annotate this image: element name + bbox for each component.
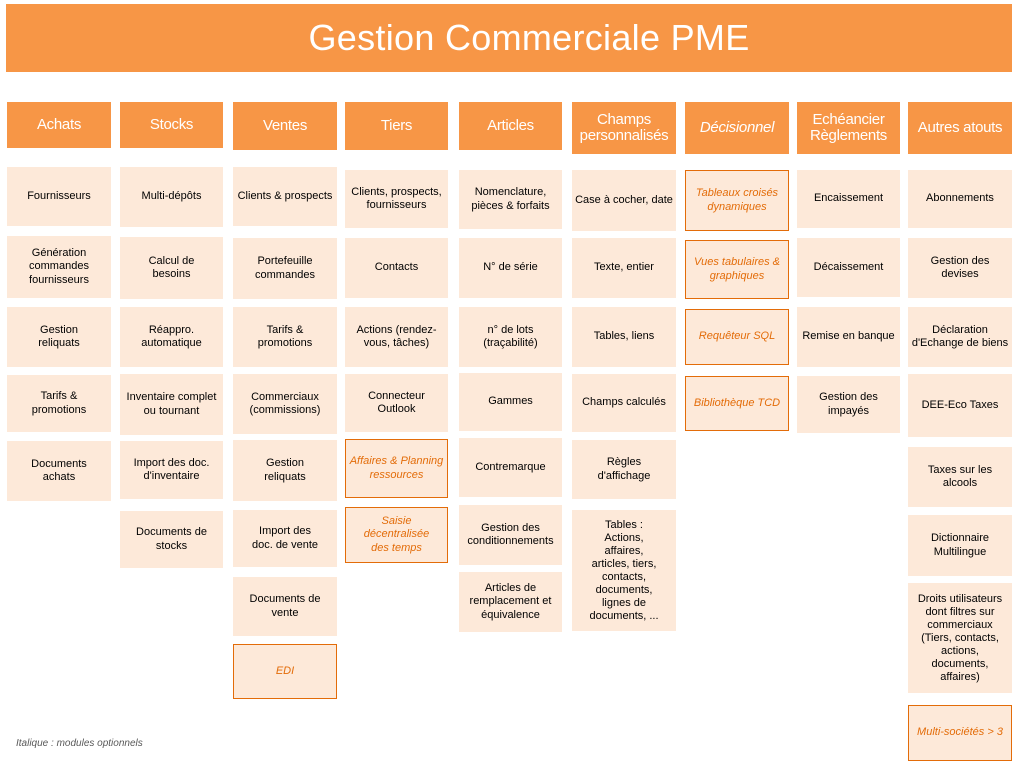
column-header-atouts: Autres atouts (908, 102, 1012, 154)
module-ventes-8-optional: EDI (233, 644, 337, 699)
module-ventes-4: Commerciaux (commissions) (233, 374, 337, 434)
module-ventes-3: Tarifs & promotions (233, 307, 337, 367)
module-tiers-1: Clients, prospects, fournisseurs (345, 170, 448, 228)
module-articles-6: Gestion des conditionnements (459, 505, 562, 565)
module-atouts-6: Dictionnaire Multilingue (908, 515, 1012, 576)
module-tiers-5-optional: Affaires & Planning ressources (345, 439, 448, 498)
module-echeancier-1: Encaissement (797, 170, 900, 228)
module-tiers-6-optional: Saisie décentralisée des temps (345, 507, 448, 563)
module-atouts-4: DEE-Eco Taxes (908, 374, 1012, 437)
page-title-banner: Gestion Commerciale PME (6, 4, 1012, 72)
module-echeancier-2: Décaissement (797, 238, 900, 297)
column-header-ventes: Ventes (233, 102, 337, 150)
optional-modules-footnote: Italique : modules optionnels (16, 738, 143, 749)
module-articles-5: Contremarque (459, 438, 562, 497)
module-champs-6: Tables : Actions, affaires, articles, ti… (572, 510, 676, 631)
module-atouts-2: Gestion des devises (908, 238, 1012, 298)
module-atouts-3: Déclaration d'Echange de biens (908, 307, 1012, 367)
column-header-achats: Achats (7, 102, 111, 148)
module-champs-1: Case à cocher, date (572, 170, 676, 231)
module-champs-4: Champs calculés (572, 374, 676, 432)
module-decisionnel-4-optional: Bibliothèque TCD (685, 376, 789, 431)
module-tiers-2: Contacts (345, 238, 448, 298)
module-stocks-6: Documents de stocks (120, 511, 223, 568)
module-stocks-2: Calcul de besoins (120, 237, 223, 299)
module-achats-1: Fournisseurs (7, 167, 111, 226)
module-echeancier-3: Remise en banque (797, 307, 900, 367)
module-champs-3: Tables, liens (572, 307, 676, 367)
module-articles-1: Nomenclature, pièces & forfaits (459, 170, 562, 229)
module-atouts-7: Droits utilisateurs dont filtres sur com… (908, 583, 1012, 693)
module-achats-5: Documents achats (7, 441, 111, 501)
module-articles-7: Articles de remplacement et équivalence (459, 572, 562, 632)
module-ventes-1: Clients & prospects (233, 167, 337, 226)
module-ventes-2: Portefeuille commandes (233, 238, 337, 299)
module-tiers-3: Actions (rendez- vous, tâches) (345, 307, 448, 367)
module-atouts-8-optional: Multi-sociétés > 3 (908, 705, 1012, 761)
module-stocks-1: Multi-dépôts (120, 167, 223, 227)
column-header-tiers: Tiers (345, 102, 448, 150)
module-atouts-1: Abonnements (908, 170, 1012, 228)
module-champs-2: Texte, entier (572, 238, 676, 298)
module-champs-5: Règles d'affichage (572, 440, 676, 499)
module-stocks-3: Réappro. automatique (120, 307, 223, 367)
module-ventes-7: Documents de vente (233, 577, 337, 636)
module-achats-2: Génération commandes fournisseurs (7, 236, 111, 298)
column-header-echeancier: Echéancier Règlements (797, 102, 900, 154)
column-header-stocks: Stocks (120, 102, 223, 148)
module-echeancier-4: Gestion des impayés (797, 376, 900, 433)
module-decisionnel-1-optional: Tableaux croisés dynamiques (685, 170, 789, 231)
module-tiers-4: Connecteur Outlook (345, 374, 448, 432)
column-header-articles: Articles (459, 102, 562, 150)
module-achats-3: Gestion reliquats (7, 307, 111, 367)
module-atouts-5: Taxes sur les alcools (908, 447, 1012, 507)
module-ventes-5: Gestion reliquats (233, 440, 337, 501)
module-ventes-6: Import des doc. de vente (233, 510, 337, 567)
page-title: Gestion Commerciale PME (308, 17, 750, 58)
module-decisionnel-2-optional: Vues tabulaires & graphiques (685, 240, 789, 299)
module-decisionnel-3-optional: Requêteur SQL (685, 309, 789, 365)
module-articles-4: Gammes (459, 373, 562, 431)
module-achats-4: Tarifs & promotions (7, 375, 111, 432)
column-header-decisionnel: Décisionnel (685, 102, 789, 154)
module-stocks-4: Inventaire complet ou tournant (120, 374, 223, 435)
module-articles-2: N° de série (459, 238, 562, 298)
column-header-champs: Champs personnalisés (572, 102, 676, 154)
module-articles-3: n° de lots (traçabilité) (459, 307, 562, 367)
module-stocks-5: Import des doc. d'inventaire (120, 441, 223, 499)
